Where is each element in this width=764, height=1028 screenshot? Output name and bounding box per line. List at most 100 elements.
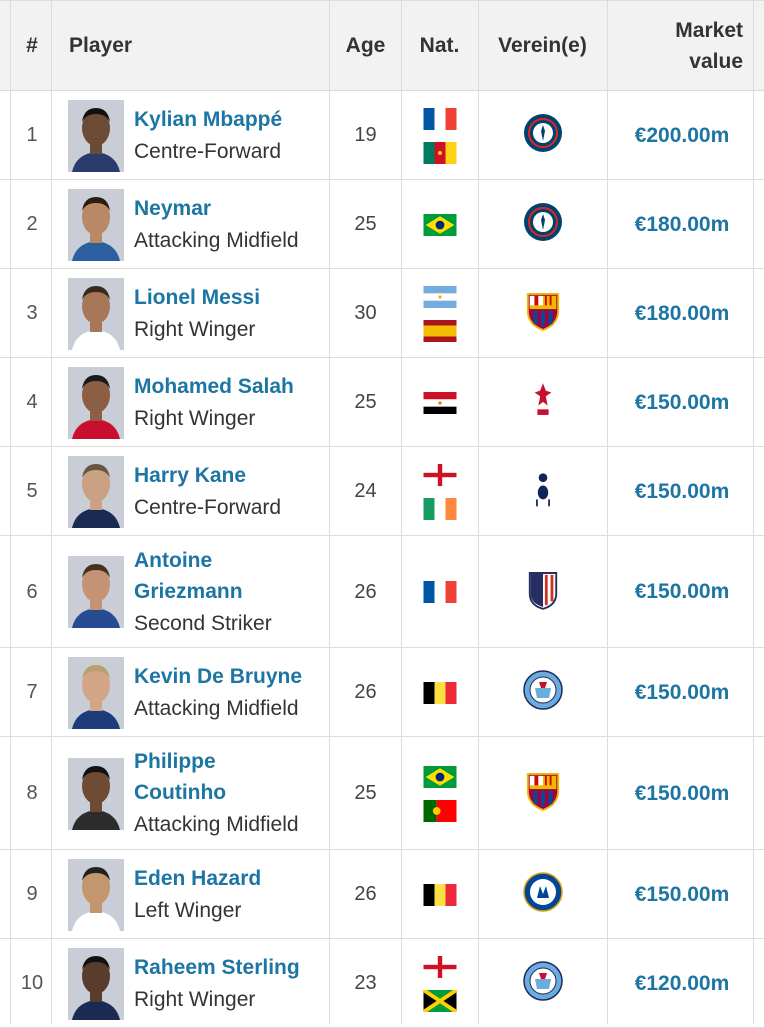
market-value-link[interactable]: €150.00m — [634, 781, 730, 805]
atletico-crest-icon — [526, 569, 560, 616]
table-row: 3 Lionel Messi Right Winger 30 €180.00m — [0, 269, 764, 358]
rank-number: 10 — [20, 972, 44, 994]
table-row: 10 Raheem Sterling Right Winger 23 €120.… — [0, 939, 764, 1028]
player-photo[interactable] — [68, 366, 124, 439]
france-flag-icon — [423, 581, 457, 603]
brazil-flag-icon — [423, 765, 457, 788]
egypt-flag-icon — [423, 391, 457, 414]
player-name-link[interactable]: Kylian Mbappé — [134, 107, 283, 131]
rank-number: 6 — [26, 580, 38, 603]
cameroon-flag-icon — [423, 141, 457, 164]
club-crest-link[interactable] — [478, 737, 607, 850]
market-value-link[interactable]: €200.00m — [634, 123, 730, 147]
market-value-link[interactable]: €150.00m — [634, 390, 730, 414]
player-info: Philippe Coutinho Attacking Midfield — [134, 737, 330, 850]
player-info: Neymar Attacking Midfield — [134, 180, 330, 269]
player-name-link[interactable]: Mohamed Salah — [134, 374, 294, 398]
table-row: 5 Harry Kane Centre-Forward 24 €150.00m — [0, 447, 764, 536]
nationality-flags — [401, 737, 478, 850]
player-name-link[interactable]: Harry Kane — [134, 463, 247, 487]
table-row: 9 Eden Hazard Left Winger 26 €150.00m — [0, 850, 764, 939]
club-crest-link[interactable] — [478, 269, 607, 358]
club-crest-link[interactable] — [478, 939, 607, 1028]
header-rank: # — [26, 33, 38, 57]
market-value-link[interactable]: €150.00m — [634, 882, 730, 906]
player-photo[interactable] — [68, 947, 124, 1020]
table-row: 8 Philippe Coutinho Attacking Midfield 25… — [0, 737, 764, 850]
brazil-flag-icon — [423, 213, 457, 236]
table-row: 1 Kylian Mbappé Centre-Forward 19 €200.0… — [0, 91, 764, 180]
market-value-link[interactable]: €150.00m — [634, 580, 730, 603]
player-age: 25 — [354, 213, 377, 235]
club-crest-link[interactable] — [478, 447, 607, 536]
player-name-link[interactable]: Lionel Messi — [134, 285, 261, 309]
player-photo[interactable] — [68, 99, 124, 172]
nationality-flags — [401, 180, 478, 269]
club-crest-link[interactable] — [478, 91, 607, 180]
player-name-link[interactable]: Eden Hazard — [134, 866, 262, 890]
header-market-value-line1: Market — [675, 18, 743, 42]
player-photo[interactable] — [68, 757, 124, 830]
nationality-flags — [401, 850, 478, 939]
player-name-link[interactable]: Kevin De Bruyne — [134, 664, 303, 688]
header-age[interactable]: Age — [345, 33, 386, 57]
player-age: 26 — [354, 883, 377, 905]
player-name-link[interactable]: Philippe Coutinho — [134, 750, 227, 804]
belgium-flag-icon — [423, 883, 457, 906]
england-flag-icon — [423, 955, 457, 978]
table-row: 2 Neymar Attacking Midfield 25 €180.00m — [0, 180, 764, 269]
player-age: 25 — [354, 391, 377, 413]
header-nationality-label: Nat. — [419, 33, 460, 57]
market-value-link[interactable]: €150.00m — [634, 479, 730, 503]
nationality-flags — [401, 447, 478, 536]
player-position: Second Striker — [134, 611, 272, 635]
player-name-link[interactable]: Raheem Sterling — [134, 955, 300, 979]
table-row: 6 Antoine Griezmann Second Striker 26 €15… — [0, 536, 764, 648]
player-position: Attacking Midfield — [134, 228, 299, 252]
england-flag-icon — [423, 463, 457, 486]
player-info: Kylian Mbappé Centre-Forward — [134, 91, 330, 180]
player-photo[interactable] — [68, 858, 124, 931]
header-market-value[interactable]: Market value — [607, 0, 743, 91]
player-photo[interactable] — [68, 188, 124, 261]
player-position: Centre-Forward — [134, 139, 282, 163]
player-name-link[interactable]: Neymar — [134, 196, 212, 220]
player-name-link[interactable]: Antoine Griezmann — [134, 548, 243, 603]
player-age: 24 — [354, 480, 377, 502]
nationality-flags — [401, 269, 478, 358]
market-value-link[interactable]: €180.00m — [634, 301, 730, 325]
header-club: Verein(e) — [498, 33, 587, 57]
player-info: Raheem Sterling Right Winger — [134, 939, 330, 1028]
rank-number: 9 — [26, 883, 38, 905]
player-info: Mohamed Salah Right Winger — [134, 358, 330, 447]
player-photo[interactable] — [68, 277, 124, 350]
mancity-crest-icon — [522, 961, 563, 1006]
player-photo[interactable] — [68, 455, 124, 528]
header-player[interactable]: Player — [69, 33, 133, 57]
club-crest-link[interactable] — [478, 180, 607, 269]
market-value-link[interactable]: €150.00m — [634, 680, 730, 704]
market-value-link[interactable]: €120.00m — [634, 971, 730, 995]
club-crest-link[interactable] — [478, 648, 607, 737]
club-crest-link[interactable] — [478, 850, 607, 939]
player-position: Attacking Midfield — [134, 696, 299, 720]
player-info: Lionel Messi Right Winger — [134, 269, 330, 358]
player-age: 25 — [354, 782, 377, 804]
market-value-link[interactable]: €180.00m — [634, 212, 730, 236]
argentina-flag-icon — [423, 285, 457, 308]
barcelona-crest-icon — [524, 770, 562, 817]
rank-number: 1 — [26, 124, 38, 146]
rank-number: 2 — [26, 213, 38, 235]
player-photo[interactable] — [68, 556, 124, 628]
player-photo[interactable] — [68, 656, 124, 729]
player-info: Eden Hazard Left Winger — [134, 850, 330, 939]
player-info: Kevin De Bruyne Attacking Midfield — [134, 648, 330, 737]
player-position: Attacking Midfield — [134, 813, 299, 836]
table-row: 4 Mohamed Salah Right Winger 25 €150.00m — [0, 358, 764, 447]
france-flag-icon — [423, 107, 457, 130]
player-age: 19 — [354, 124, 377, 146]
mancity-crest-icon — [522, 670, 563, 715]
player-age: 30 — [354, 302, 377, 324]
club-crest-link[interactable] — [478, 536, 607, 648]
club-crest-link[interactable] — [478, 358, 607, 447]
